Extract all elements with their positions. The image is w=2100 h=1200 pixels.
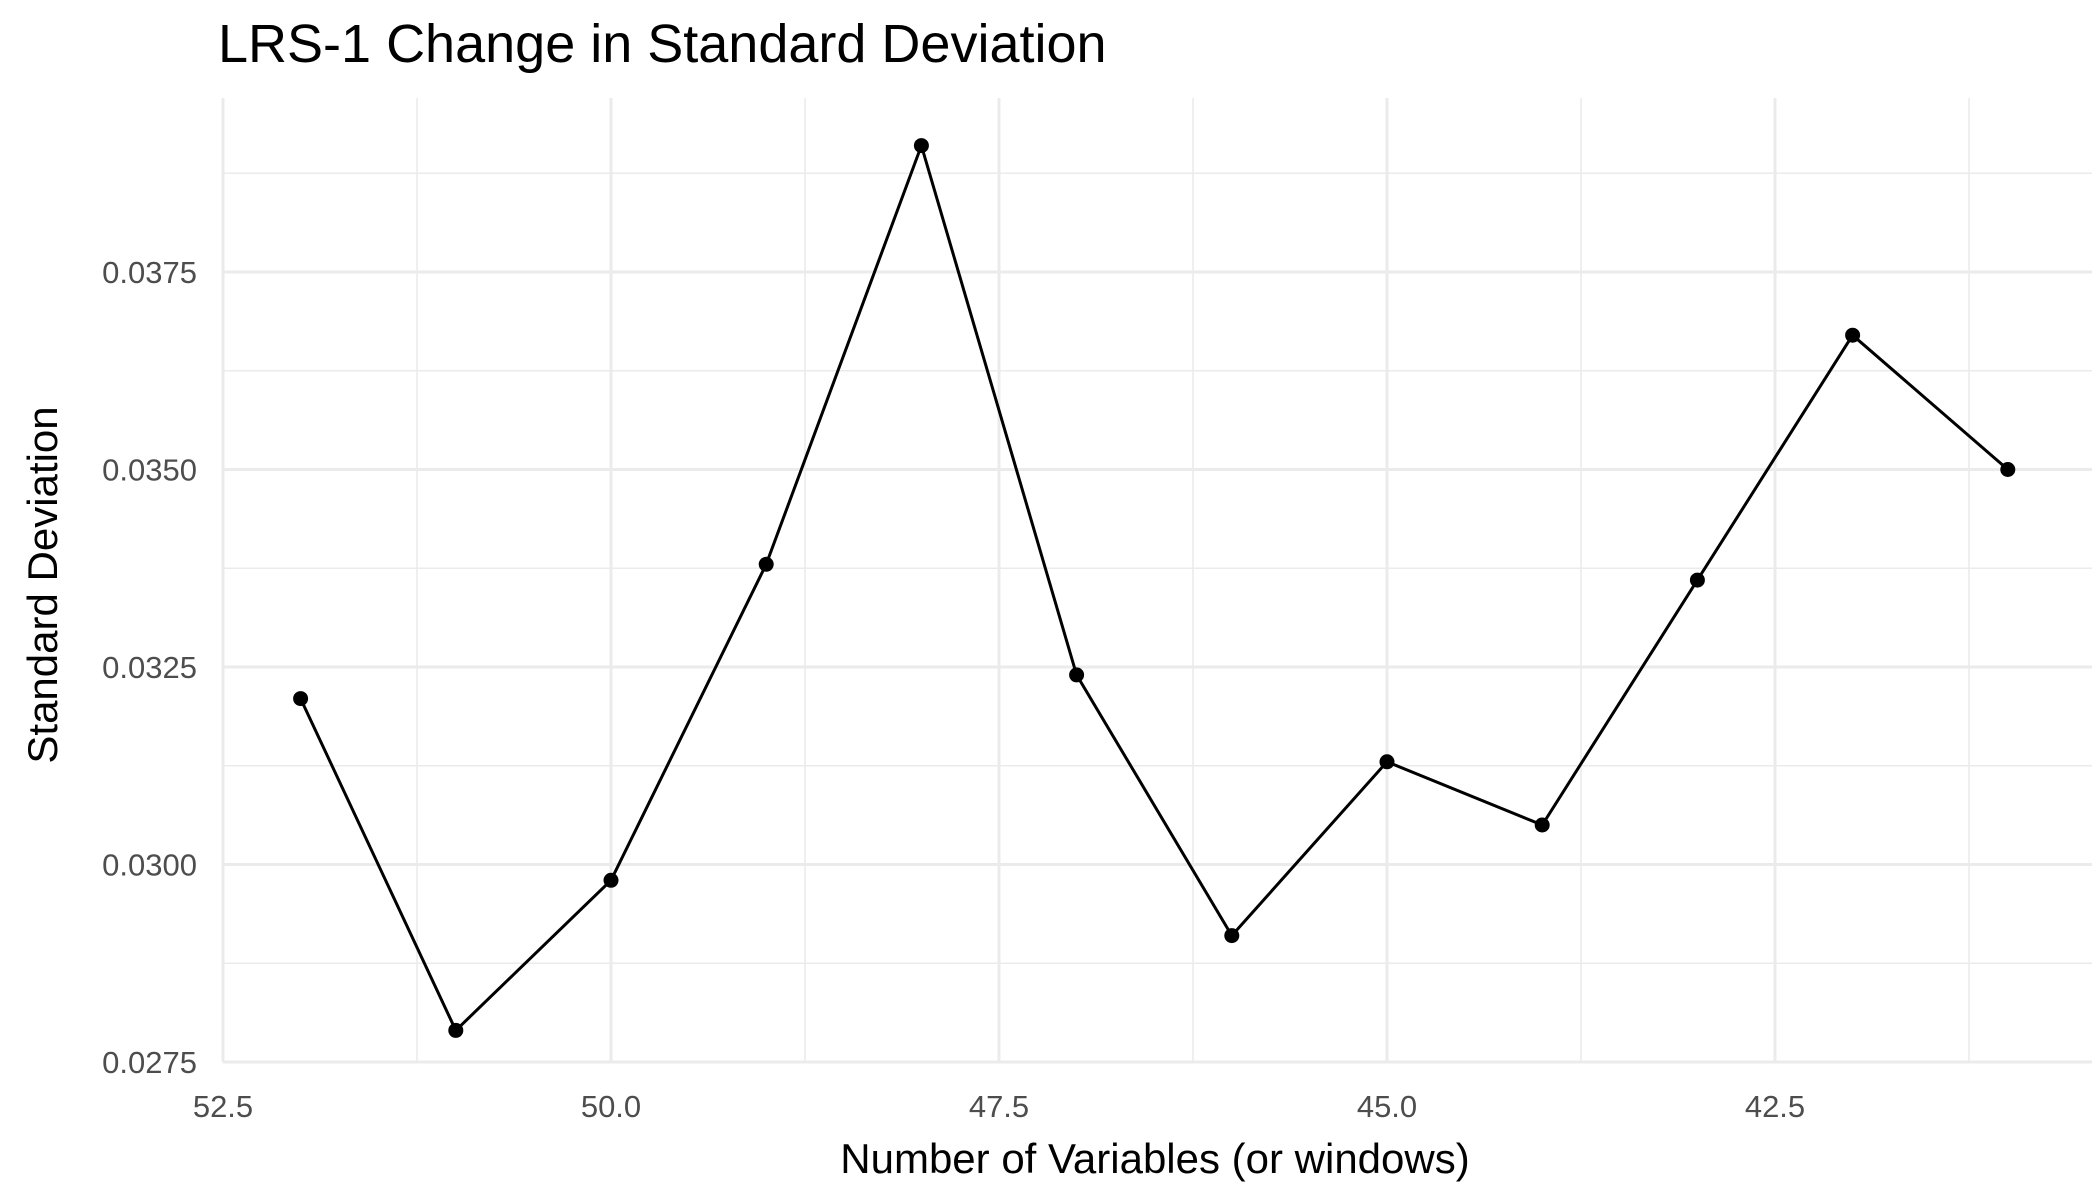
chart-title: LRS-1 Change in Standard Deviation [218, 14, 1107, 74]
data-point [1379, 754, 1395, 770]
data-point [758, 556, 774, 572]
x-tick-label: 42.5 [1745, 1089, 1805, 1124]
data-point [1845, 327, 1861, 343]
y-axis-title: Standard Deviation [19, 406, 66, 763]
y-tick-label: 0.0375 [102, 255, 197, 290]
x-tick-label: 45.0 [1357, 1089, 1417, 1124]
y-tick-label: 0.0325 [102, 650, 197, 685]
data-point [293, 691, 309, 707]
data-point [448, 1022, 464, 1038]
x-tick-label: 50.0 [581, 1089, 641, 1124]
grid [221, 98, 2092, 1064]
series-layer [293, 138, 2016, 1038]
x-axis-ticks: 52.5 50.0 47.5 45.0 42.5 [193, 1089, 1805, 1124]
data-point [1689, 572, 1705, 588]
data-point [603, 872, 619, 888]
data-point [1534, 817, 1550, 833]
series-line [299, 140, 2009, 1033]
data-point [913, 138, 929, 154]
y-tick-label: 0.0350 [102, 453, 197, 488]
data-point [1224, 928, 1240, 944]
data-point [1069, 667, 1085, 683]
data-point [2000, 462, 2016, 477]
x-tick-label: 52.5 [193, 1089, 253, 1124]
x-axis-title: Number of Variables (or windows) [840, 1135, 1469, 1182]
x-tick-label: 47.5 [969, 1089, 1029, 1124]
y-axis-ticks: 0.0275 0.0300 0.0325 0.0350 0.0375 [102, 255, 197, 1080]
y-tick-label: 0.0300 [102, 848, 197, 883]
y-tick-label: 0.0275 [102, 1045, 197, 1080]
